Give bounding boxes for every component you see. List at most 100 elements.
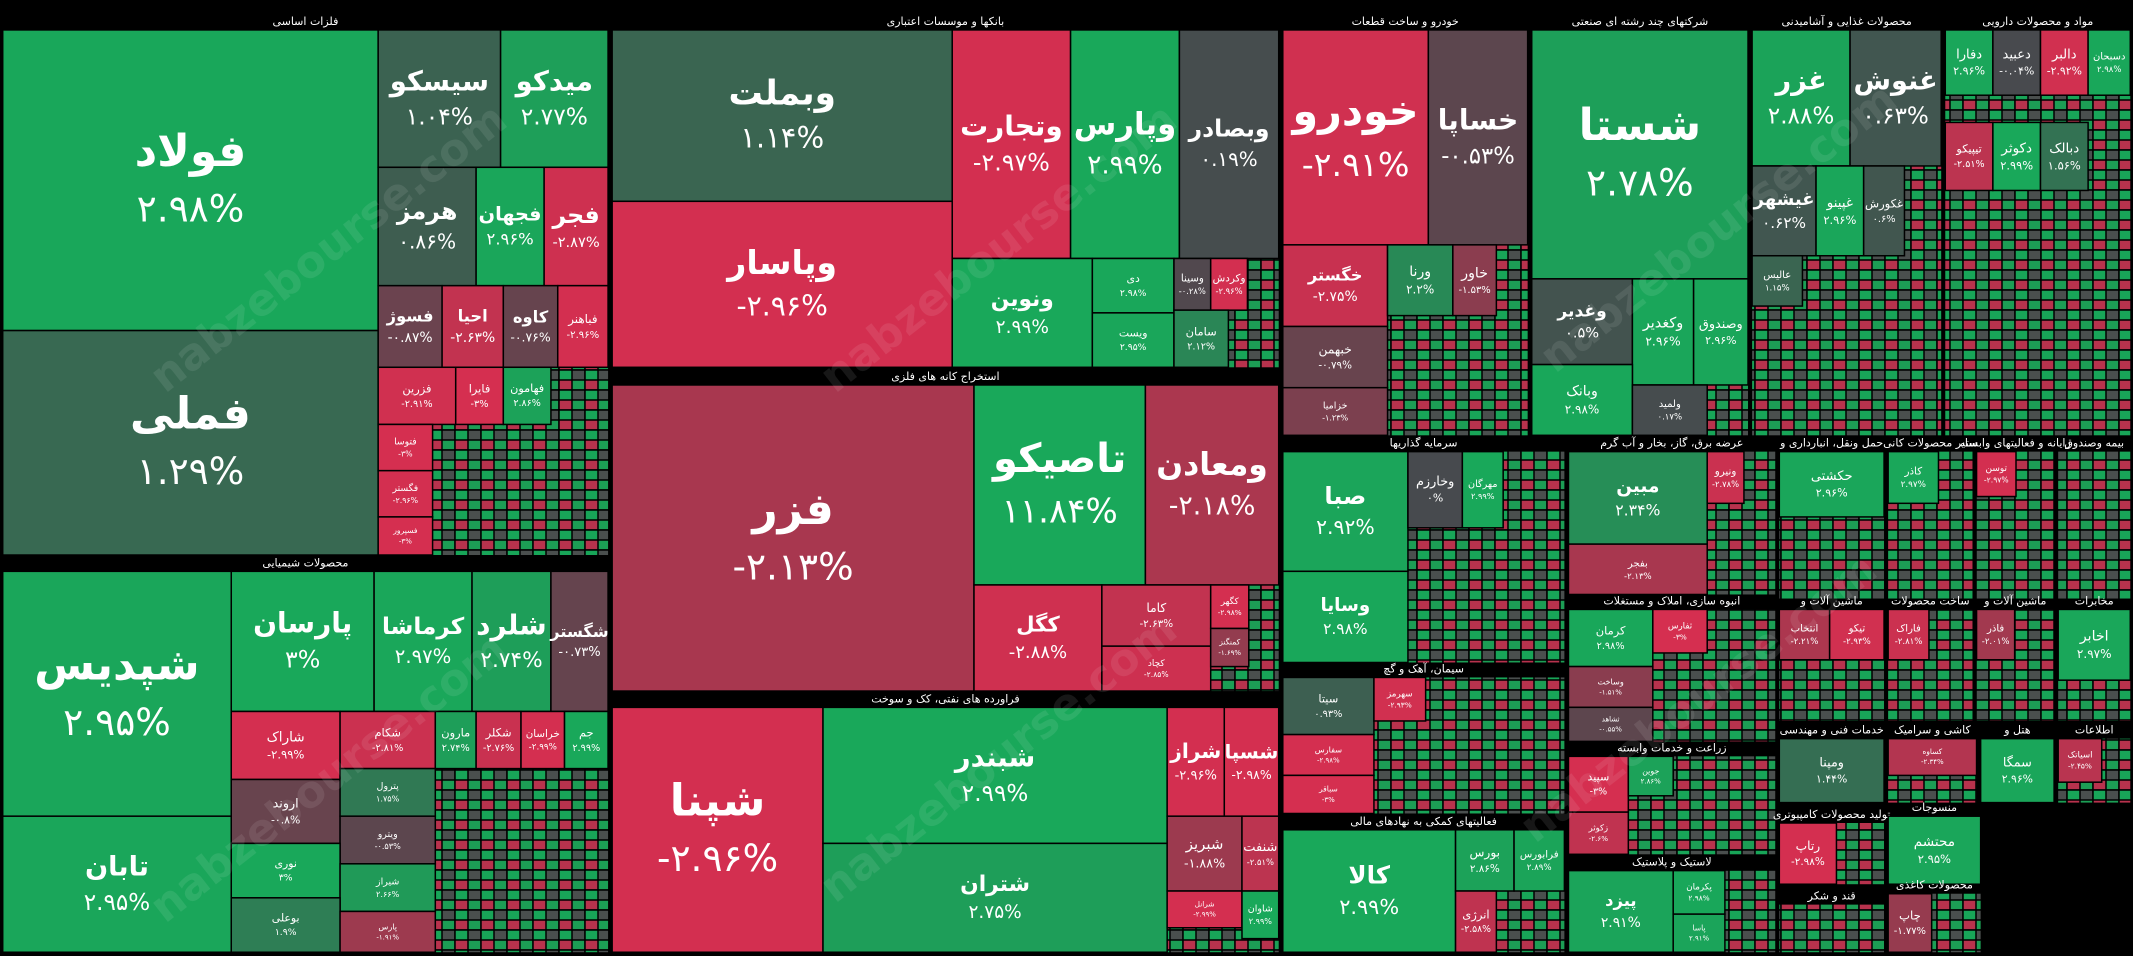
tile bbox=[1209, 257, 1249, 311]
tile bbox=[1979, 737, 2055, 804]
tile-name: دعبید bbox=[2003, 47, 2032, 62]
tile-name: خساپا bbox=[1438, 104, 1519, 137]
tile-change: -۲.۷۵% bbox=[1313, 289, 1358, 305]
tile bbox=[1751, 254, 1804, 307]
tile-name: اسیاتک bbox=[2067, 751, 2092, 761]
tile bbox=[1751, 29, 1851, 167]
tile-change: ۲.۹۷% bbox=[2077, 647, 2112, 661]
tile-change: ۲.۹۶% bbox=[1823, 213, 1856, 227]
tile-name: چاپ bbox=[1899, 909, 1921, 923]
tile-name: پاسا bbox=[1692, 923, 1705, 932]
tile-name: غکورش bbox=[1865, 196, 1903, 211]
tile bbox=[377, 29, 502, 169]
tile-change: -۰.۷۹% bbox=[1318, 360, 1352, 372]
tile-name: ثشاهد bbox=[1602, 715, 1620, 723]
tile-change: ۰.۹۳% bbox=[1314, 709, 1342, 720]
tile-change: ۲.۹۹% bbox=[572, 743, 600, 754]
tile-change: ۲.۹۶% bbox=[2002, 773, 2033, 786]
tile-name: ویست bbox=[1119, 327, 1148, 340]
tile bbox=[377, 366, 457, 426]
tile-change: ۲.۹۵% bbox=[63, 700, 171, 744]
tile-change: -۲.۹۶% bbox=[657, 836, 778, 880]
sector-title: استخراج کانه های فلزی bbox=[891, 370, 999, 383]
tile-change: -۰.۰۴% bbox=[1999, 65, 2034, 78]
tile-change: ۲.۹۸% bbox=[1323, 620, 1368, 638]
tile-change: ۳% bbox=[279, 873, 293, 884]
tile-name: شتران bbox=[960, 872, 1030, 897]
sector-title: مواد و محصولات دارویی bbox=[1982, 15, 2093, 28]
tile bbox=[1386, 244, 1454, 317]
tile bbox=[1241, 815, 1280, 892]
sector-title: مخابرات bbox=[2075, 594, 2114, 607]
tile-name: ومعادن bbox=[1156, 447, 1268, 483]
tile bbox=[550, 570, 609, 713]
tile-name: توسن bbox=[1986, 464, 2008, 474]
tile bbox=[373, 570, 473, 713]
tile-name: ویترو bbox=[377, 829, 398, 840]
tile-name: پیزد bbox=[1605, 891, 1636, 911]
tile bbox=[1975, 450, 2017, 498]
tile bbox=[1887, 892, 1933, 953]
tile-change: ۲.۹۹% bbox=[1249, 916, 1273, 926]
tile-name: صبا bbox=[1324, 482, 1366, 510]
tile bbox=[1, 329, 379, 556]
tile bbox=[2039, 29, 2089, 96]
tile-change: -۰.۵۵% bbox=[1599, 725, 1622, 733]
tile-change: -۲.۸۵% bbox=[1144, 670, 1169, 679]
tile-change: ۲.۲% bbox=[1406, 283, 1434, 297]
tile-name: دالبر bbox=[2051, 47, 2077, 62]
tile-name: شیراز bbox=[375, 876, 399, 887]
tile-change: -۲.۰۱% bbox=[1982, 637, 2010, 647]
tile bbox=[1282, 325, 1389, 389]
tile bbox=[1778, 822, 1838, 885]
sector-title: کاشی و سرامیک bbox=[1894, 724, 1971, 737]
tile-name: خراسان bbox=[526, 728, 560, 740]
tile-name: ورنا bbox=[1409, 264, 1431, 280]
tile-name: تیکو bbox=[1848, 624, 1866, 635]
sector-title: عرضه برق، گاز، بخار و آب گرم bbox=[1600, 436, 1743, 450]
tile bbox=[1091, 257, 1175, 314]
tile-change: -۱.۲۳% bbox=[1322, 413, 1348, 423]
sector-title: سرمایه گذاریها bbox=[1390, 437, 1458, 450]
tile-name: انرژی bbox=[1462, 908, 1489, 923]
tile bbox=[1282, 829, 1457, 953]
tile-change: ۱.۱۴% bbox=[740, 121, 824, 155]
tile-change: ۱۱.۸۴% bbox=[1002, 491, 1118, 531]
tile-name: شرانل bbox=[1195, 899, 1215, 908]
tile-change: ۲.۹۶% bbox=[1645, 335, 1680, 349]
tile-change: -۳% bbox=[1322, 796, 1335, 804]
tile-name: شراز bbox=[1169, 739, 1221, 763]
tile-name: کاذر bbox=[1903, 465, 1922, 477]
tile-name: سیتا bbox=[1318, 692, 1338, 706]
tile-name: وسینا bbox=[1181, 272, 1204, 284]
tile-name: حکشتی bbox=[1811, 469, 1853, 484]
tile-name: شگستر bbox=[549, 622, 608, 641]
tile bbox=[1567, 543, 1708, 596]
sector-title: منسوجات bbox=[1912, 801, 1957, 814]
tile-change: ۲.۷۴% bbox=[442, 743, 470, 754]
tile-change: -۲.۹۸% bbox=[1231, 767, 1271, 782]
tile bbox=[1282, 450, 1409, 573]
tile-name: خاور bbox=[1460, 265, 1488, 281]
tile-change: -۲.۹۷% bbox=[1984, 475, 2009, 484]
tile-change: ۲.۹۷% bbox=[395, 645, 452, 668]
tile bbox=[1778, 737, 1885, 804]
tile-change: -۲.۵۸% bbox=[1461, 924, 1491, 935]
tile-change: ۲.۸۶% bbox=[1641, 778, 1662, 786]
tile-name: وسایا bbox=[1320, 595, 1370, 616]
tile-name: پکرمان bbox=[1686, 883, 1712, 893]
tile bbox=[1672, 913, 1726, 953]
tile bbox=[1849, 29, 1942, 167]
tile-name: تابان bbox=[85, 852, 149, 883]
tile-name: وپاسار bbox=[725, 243, 837, 283]
tile-name: شستا bbox=[1579, 100, 1702, 151]
tile-change: -۲.۹۶% bbox=[393, 496, 419, 505]
tile bbox=[1173, 257, 1212, 311]
tile-change: ۲.۹۹% bbox=[996, 317, 1049, 338]
tile-name: تاصیکو bbox=[991, 436, 1126, 482]
tile-name: وبملت bbox=[728, 74, 835, 114]
tile-change: -۱.۵۳% bbox=[1458, 285, 1490, 296]
tile-name: کاما bbox=[1146, 601, 1166, 615]
tile-name: کالا bbox=[1348, 860, 1390, 889]
tile bbox=[1567, 450, 1708, 545]
